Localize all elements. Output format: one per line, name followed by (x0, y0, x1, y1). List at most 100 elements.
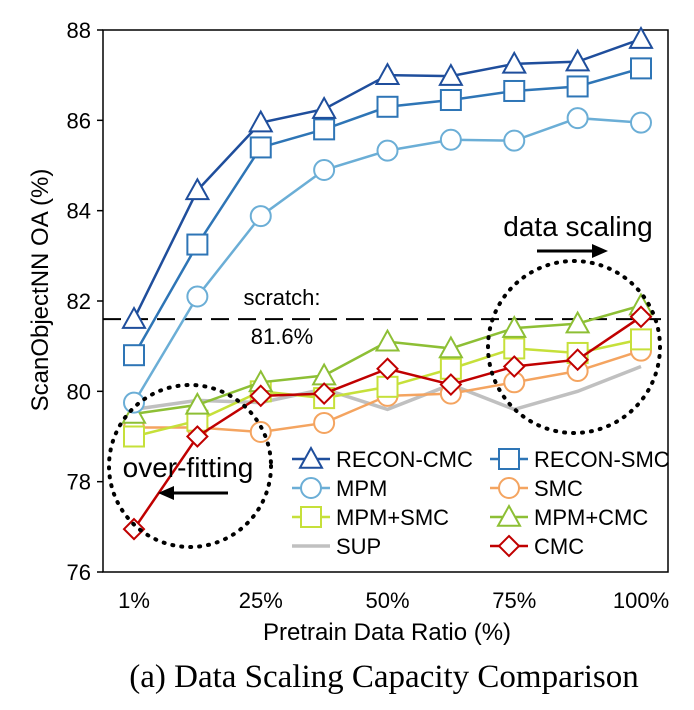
data-point-cmc (439, 373, 463, 396)
y-tick-label: 78 (67, 470, 91, 495)
data-point-recon-cmc (311, 95, 337, 119)
data-point-mpm-cmc (311, 362, 337, 386)
data-point-mpm (630, 111, 652, 134)
data-point-cmc (376, 357, 399, 381)
annotations: data scaling over-fitting (107, 211, 662, 549)
data-point-mpm-smc (630, 328, 652, 351)
data-point-smc (313, 411, 336, 434)
series-lines (121, 25, 654, 541)
data-point-mpm (376, 139, 399, 162)
data-scaling-circle (486, 259, 662, 435)
data-point-recon-cmc (121, 306, 147, 329)
data-point-mpm (186, 285, 209, 308)
y-tick-label: 80 (67, 379, 91, 404)
data-point-mpm-smc (123, 425, 145, 448)
legend-swatch-marker (496, 503, 522, 527)
data-point-recon-cmc (438, 63, 464, 86)
series-recon-smc (123, 57, 652, 367)
data-point-mpm (313, 159, 336, 182)
legend-label: MPM+CMC (534, 505, 648, 530)
scratch-reference-line: scratch: 81.6% (103, 285, 668, 349)
legend-item-mpm-cmc: MPM+CMC (490, 503, 648, 530)
x-tick-label: 100% (613, 588, 669, 613)
data-point-mpm (249, 205, 272, 228)
data-point-mpm-cmc (184, 391, 211, 415)
data-scaling-label: data scaling (503, 211, 652, 242)
series-line-sup (133, 364, 642, 412)
legend-item-cmc: CMC (490, 534, 584, 559)
series-sup (133, 364, 642, 412)
y-axis-ticks: 76 78 80 82 84 86 88 (67, 18, 103, 585)
y-tick-label: 76 (67, 560, 91, 585)
legend-swatch-marker (300, 477, 322, 499)
legend-label: RECON-SMC (534, 447, 670, 472)
legend-label: MPM (336, 476, 387, 501)
y-axis-label: ScanObjectNN OA (%) (27, 169, 54, 412)
data-point-recon-cmc (564, 48, 591, 72)
data-point-mpm-cmc (501, 315, 527, 338)
data-point-recon-smc (249, 136, 272, 159)
chart-legend: RECON-CMC RECON-SMC MPM SMC MPM+SMC MPM+CMC SU… (292, 445, 670, 559)
data-point-cmc (249, 384, 273, 408)
legend-label: MPM+SMC (336, 505, 449, 530)
data-point-recon-smc (503, 79, 526, 102)
data-point-recon-smc (439, 89, 462, 112)
data-point-recon-cmc (374, 62, 401, 85)
y-tick-label: 82 (67, 289, 91, 314)
y-tick-label: 88 (67, 18, 91, 43)
data-point-mpm (566, 107, 589, 130)
legend-swatch-marker (498, 448, 520, 470)
data-point-recon-smc (123, 344, 145, 367)
legend-swatch-marker (300, 506, 322, 528)
data-scaling-arrow-head (592, 244, 608, 258)
x-tick-label: 1% (118, 588, 150, 613)
data-point-mpm-cmc (438, 335, 464, 359)
legend-item-recon-cmc: RECON-CMC (292, 445, 473, 472)
data-point-mpm-cmc (374, 328, 401, 352)
data-point-recon-smc (566, 75, 589, 98)
over-fitting-circle (107, 383, 273, 549)
series-cmc (122, 305, 653, 541)
data-point-recon-smc (630, 57, 652, 80)
data-point-recon-smc (376, 95, 399, 118)
data-point-cmc (185, 425, 209, 448)
y-tick-label: 86 (67, 108, 91, 133)
data-point-cmc (122, 517, 146, 541)
legend-label: RECON-CMC (336, 447, 473, 472)
legend-label: SUP (336, 534, 381, 559)
series-recon-cmc (121, 25, 654, 329)
figure-caption: (a) Data Scaling Capacity Comparison (129, 659, 639, 695)
legend-item-sup: SUP (292, 534, 381, 559)
x-axis-label: Pretrain Data Ratio (%) (263, 619, 511, 646)
data-point-recon-cmc (248, 109, 274, 133)
legend-swatch-marker (498, 477, 520, 499)
legend-item-mpm: MPM (292, 476, 387, 501)
data-point-recon-cmc (628, 25, 654, 49)
over-fitting-label: over-fitting (123, 452, 254, 483)
over-fitting-arrow-head (158, 486, 174, 500)
data-point-cmc (502, 355, 526, 378)
series-mpm-smc (123, 328, 652, 448)
legend-label: CMC (534, 534, 584, 559)
data-point-mpm (123, 391, 145, 414)
data-point-mpm-cmc (564, 310, 591, 334)
scratch-value-label: 81.6% (251, 324, 313, 349)
data-point-cmc (312, 382, 336, 406)
legend-swatch-marker (298, 445, 324, 469)
data-point-recon-smc (313, 118, 336, 141)
legend-item-smc: SMC (490, 476, 583, 501)
scratch-label: scratch: (243, 285, 320, 310)
data-point-smc (249, 420, 272, 443)
series-mpm-cmc (121, 292, 654, 424)
x-tick-label: 50% (365, 588, 409, 613)
legend-label: SMC (534, 476, 583, 501)
data-point-cmc (629, 305, 653, 329)
data-point-recon-cmc (501, 50, 527, 74)
x-axis-ticks: 1% 25% 50% 75% 100% (118, 588, 669, 613)
series-mpm (123, 107, 652, 414)
data-point-recon-cmc (184, 177, 211, 201)
data-point-recon-smc (186, 233, 209, 256)
data-point-cmc (566, 348, 590, 372)
x-tick-label: 25% (239, 588, 283, 613)
